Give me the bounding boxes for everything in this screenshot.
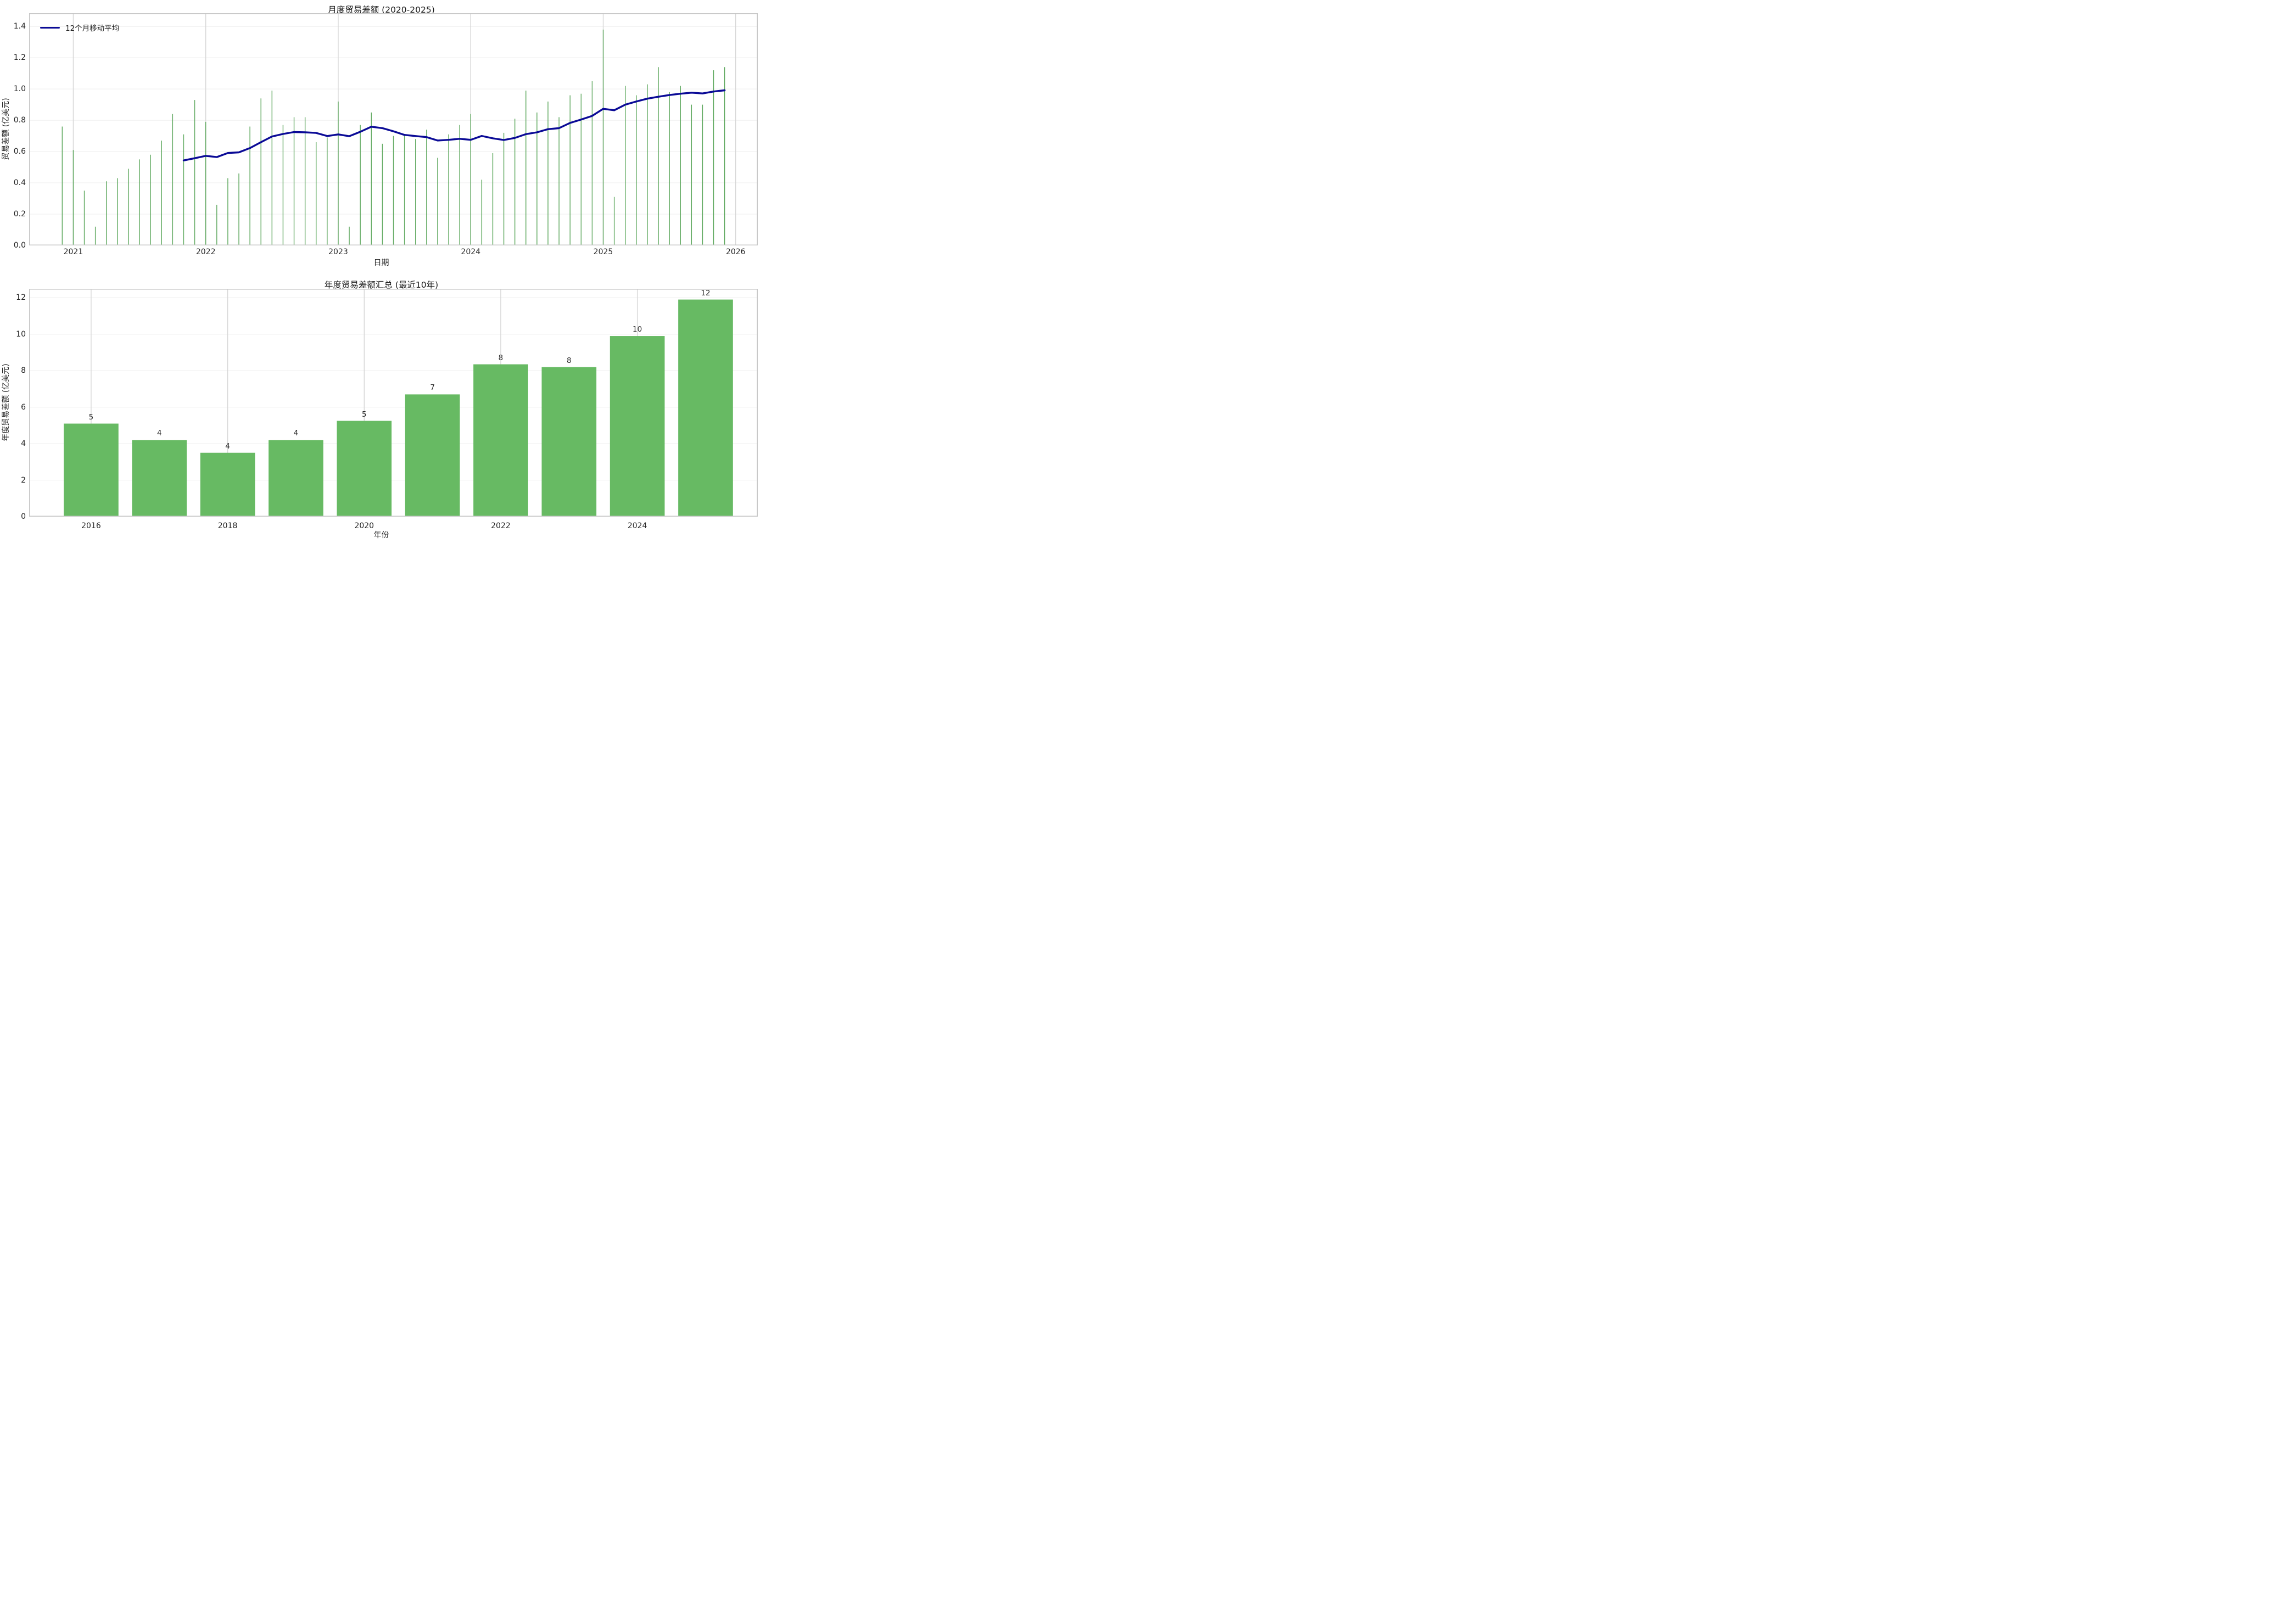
annual-bar-value-label: 4 (156, 429, 162, 438)
monthly-bar (205, 121, 206, 245)
monthly-y-tick-label: 0.8 (13, 116, 26, 125)
monthly-x-tick-label: 2022 (195, 248, 216, 256)
annual-plot-area (29, 289, 758, 517)
monthly-bar (83, 191, 85, 245)
monthly-bar (680, 86, 681, 245)
annual-chart-title: 年度贸易差额汇总 (最近10年) (324, 280, 439, 290)
annual-plot-svg (29, 289, 758, 517)
annual-bar (473, 364, 528, 517)
annual-bar (678, 299, 733, 517)
annual-y-tick-label: 2 (21, 475, 26, 485)
plot-border (29, 289, 758, 517)
legend: 12个月移动平均 (40, 22, 119, 33)
monthly-bar (691, 104, 692, 245)
monthly-y-tick-label: 1.0 (13, 85, 26, 94)
monthly-bar (702, 104, 703, 245)
monthly-bar (437, 158, 438, 245)
monthly-bar (72, 150, 74, 245)
monthly-bar (61, 126, 63, 245)
monthly-x-tick-label: 2021 (63, 248, 83, 256)
figure: 月度贸易差额 (2020-2025) 贸易差额 (亿美元) 12个月移动平均 日… (0, 0, 763, 541)
annual-bar (405, 394, 460, 517)
monthly-bar (194, 100, 195, 245)
monthly-plot-svg (29, 13, 758, 245)
annual-bar-value-label: 4 (293, 429, 299, 438)
monthly-plot-area: 12个月移动平均 (29, 13, 758, 245)
annual-y-tick-label: 10 (16, 329, 26, 339)
annual-x-tick-label: 2022 (491, 522, 511, 530)
legend-line-swatch (40, 26, 60, 29)
annual-bar (269, 440, 323, 517)
monthly-bar (536, 112, 538, 245)
monthly-bar (404, 134, 405, 245)
monthly-y-tick-label: 1.2 (13, 53, 26, 63)
monthly-y-tick-label: 0.0 (13, 241, 26, 250)
moving-average-line (182, 89, 726, 161)
monthly-bar (448, 134, 449, 245)
annual-bar (337, 421, 392, 517)
annual-bar-value-label: 8 (498, 353, 504, 362)
monthly-x-tick-label: 2024 (461, 248, 481, 256)
monthly-bar (426, 130, 427, 245)
annual-y-tick-label: 6 (21, 402, 26, 412)
annual-x-tick-label: 2024 (627, 522, 647, 530)
monthly-bar (558, 117, 560, 245)
monthly-y-tick-label: 0.2 (13, 210, 26, 219)
monthly-bar (117, 178, 118, 245)
annual-x-tick-label: 2016 (81, 522, 101, 530)
monthly-y-tick-label: 1.4 (13, 22, 26, 31)
monthly-x-tick-label: 2023 (328, 248, 348, 256)
monthly-bar (393, 136, 394, 245)
monthly-bar (227, 178, 228, 245)
annual-bar-value-label: 10 (633, 325, 642, 334)
annual-y-tick-label: 12 (16, 293, 26, 303)
monthly-bar (724, 67, 725, 245)
monthly-y-tick-label: 0.6 (13, 147, 26, 156)
annual-x-axis-label: 年份 (373, 531, 389, 540)
monthly-chart-title: 月度贸易差额 (2020-2025) (328, 5, 435, 15)
annual-x-tick-label: 2018 (217, 522, 238, 530)
annual-bar (200, 452, 255, 517)
monthly-bar (371, 112, 372, 245)
monthly-x-tick-label: 2025 (593, 248, 613, 256)
plot-border (29, 13, 758, 245)
legend-label: 12个月移动平均 (65, 24, 120, 33)
annual-bar (610, 336, 665, 517)
annual-bar-value-label: 4 (225, 441, 230, 451)
monthly-bar (249, 126, 250, 245)
annual-bar-value-label: 7 (430, 383, 435, 393)
monthly-bar (106, 181, 107, 245)
monthly-bar (547, 101, 549, 245)
annual-bar (132, 440, 187, 517)
annual-bar-value-label: 8 (567, 356, 572, 365)
monthly-x-tick-label: 2026 (725, 248, 746, 256)
monthly-bar (94, 226, 96, 245)
monthly-bar (183, 134, 184, 245)
annual-bar (64, 423, 119, 517)
annual-bar (541, 367, 597, 517)
annual-y-tick-label: 0 (21, 512, 26, 521)
annual-x-tick-label: 2020 (354, 522, 374, 530)
monthly-bar (459, 125, 460, 245)
monthly-bar (569, 95, 571, 245)
annual-y-tick-label: 8 (21, 366, 26, 376)
monthly-bar (238, 173, 239, 245)
annual-bar-value-label: 12 (701, 288, 711, 298)
monthly-bar (161, 141, 162, 245)
monthly-bar (713, 70, 714, 245)
monthly-bar (172, 114, 174, 245)
monthly-bar (216, 204, 217, 245)
monthly-bar (382, 143, 383, 245)
annual-y-axis-label: 年度贸易差额 (亿美元) (2, 363, 10, 441)
annual-bar-value-label: 5 (361, 410, 367, 419)
annual-y-tick-label: 4 (21, 439, 26, 449)
annual-bar-value-label: 5 (88, 412, 94, 422)
monthly-y-axis-label: 贸易差额 (亿美元) (2, 98, 10, 160)
monthly-bar (415, 139, 416, 245)
monthly-bar (525, 91, 527, 245)
monthly-x-axis-label: 日期 (373, 259, 389, 267)
monthly-y-tick-label: 0.4 (13, 178, 26, 188)
